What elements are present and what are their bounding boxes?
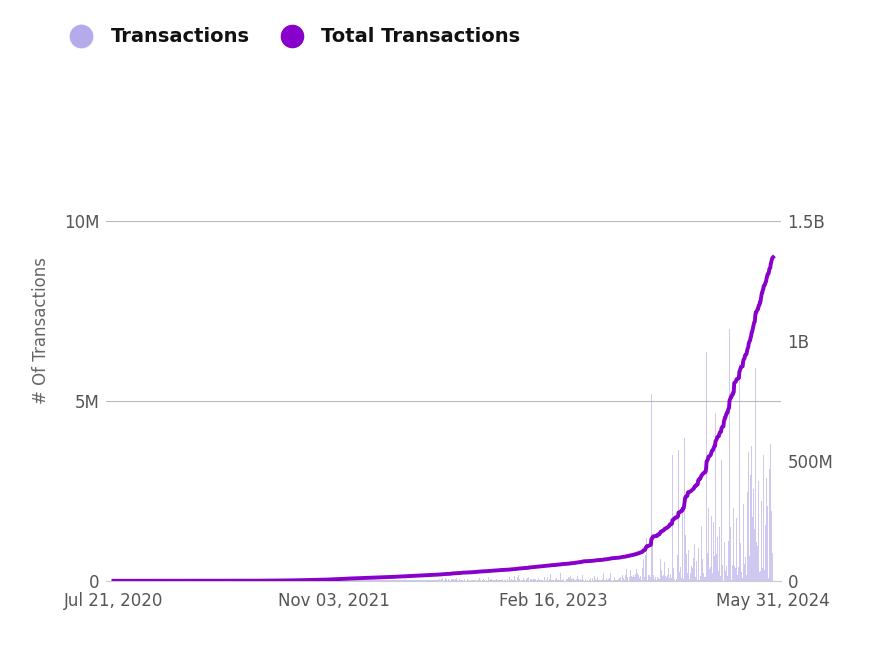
Legend: Transactions, Total Transactions: Transactions, Total Transactions (54, 20, 528, 54)
Y-axis label: # Of Transactions: # Of Transactions (32, 257, 50, 403)
